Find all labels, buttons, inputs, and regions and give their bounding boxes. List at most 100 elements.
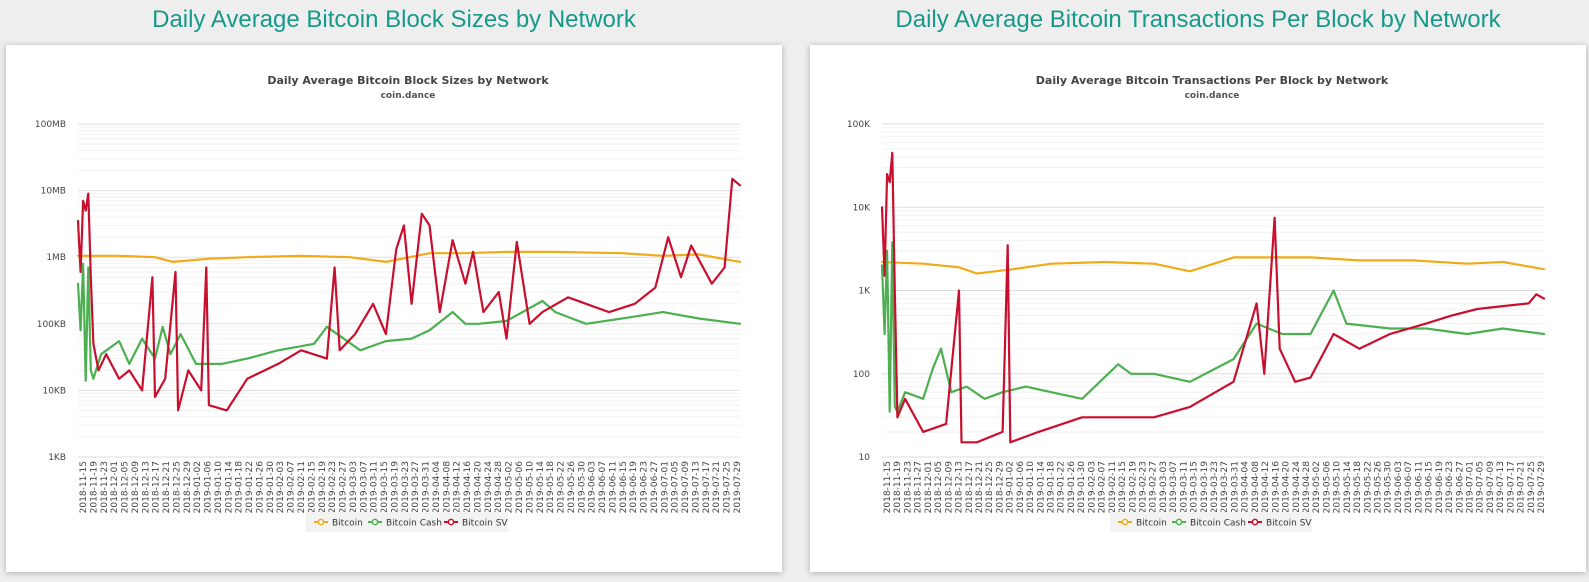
x-tick-label: 2019-03-27 <box>1220 461 1230 513</box>
x-tick-label: 2018-11-23 <box>100 461 110 513</box>
x-tick-label: 2019-06-07 <box>1404 461 1414 513</box>
x-tick-label: 2019-05-14 <box>1343 461 1353 514</box>
x-tick-label: 2019-01-10 <box>1026 461 1036 514</box>
x-tick-label: 2019-04-12 <box>453 461 463 513</box>
block-size-heading: Daily Average Bitcoin Block Sizes by Net… <box>152 6 636 33</box>
x-tick-label: 2019-04-08 <box>1251 461 1261 514</box>
x-tick-label: 2018-12-21 <box>975 461 985 513</box>
x-tick-label: 2019-07-17 <box>702 461 712 513</box>
x-tick-label: 2019-02-23 <box>1138 461 1148 513</box>
x-tick-label: 2019-01-02 <box>193 461 203 513</box>
x-tick-label: 2019-01-06 <box>204 461 214 514</box>
chart-subtitle: coin.dance <box>1185 91 1240 101</box>
tx-per-block-chart: Daily Average Bitcoin Transactions Per B… <box>847 74 1547 532</box>
legend-swatch-marker <box>447 518 455 526</box>
series-line-bitcoin-sv <box>76 177 742 412</box>
x-tick-label: 2019-07-29 <box>1537 461 1547 514</box>
x-tick-label: 2019-01-06 <box>1016 461 1026 514</box>
x-tick-label: 2019-02-11 <box>1108 461 1118 513</box>
x-tick-label: 2018-11-27 <box>914 461 924 513</box>
x-tick-label: 2019-05-26 <box>567 461 577 514</box>
x-tick-label: 2019-03-19 <box>390 461 400 514</box>
legend-label: Bitcoin SV <box>1266 519 1312 529</box>
x-tick-label: 2019-03-31 <box>422 461 432 513</box>
x-tick-label: 2019-02-11 <box>297 461 307 513</box>
x-tick-label: 2019-02-23 <box>328 461 338 513</box>
x-tick-label: 2018-12-29 <box>183 461 193 514</box>
block-size-panel: Daily Average Bitcoin Block Sizes by Net… <box>4 0 784 582</box>
x-tick-label: 2019-04-16 <box>1271 461 1281 514</box>
x-tick-label: 2019-04-08 <box>442 461 452 514</box>
y-tick-label: 1K <box>858 287 871 297</box>
x-tick-label: 2019-01-22 <box>1057 461 1067 513</box>
x-tick-label: 2018-12-25 <box>172 461 182 513</box>
x-tick-label: 2019-05-30 <box>1384 461 1394 514</box>
x-tick-label: 2018-12-01 <box>110 461 120 513</box>
x-tick-label: 2019-01-26 <box>255 461 265 514</box>
x-tick-label: 2018-12-21 <box>162 461 172 513</box>
x-tick-label: 2018-12-25 <box>985 461 995 513</box>
x-tick-label: 2019-03-07 <box>1169 461 1179 513</box>
series-line-bitcoin <box>880 256 1546 275</box>
x-tick-label: 2019-06-15 <box>1425 461 1435 513</box>
x-tick-label: 2019-05-18 <box>546 461 556 514</box>
x-tick-label: 2018-12-17 <box>152 461 162 513</box>
legend-background <box>306 512 508 532</box>
x-tick-label: 2019-04-12 <box>1261 461 1271 513</box>
series-line-bitcoin-sv <box>880 151 1546 444</box>
x-tick-label: 2019-06-15 <box>619 461 629 513</box>
x-tick-label: 2019-01-02 <box>1006 461 1016 513</box>
x-tick-label: 2018-12-05 <box>121 461 131 513</box>
tx-per-block-panel: Daily Average Bitcoin Transactions Per B… <box>808 0 1588 582</box>
x-tick-label: 2018-11-19 <box>89 461 99 514</box>
x-tick-label: 2019-06-11 <box>1414 461 1424 513</box>
x-tick-label: 2019-06-03 <box>588 461 598 513</box>
x-tick-label: 2019-05-06 <box>1322 461 1332 514</box>
x-tick-label: 2019-02-07 <box>1098 461 1108 513</box>
x-tick-label: 2019-04-16 <box>463 461 473 514</box>
legend-label: Bitcoin <box>332 519 363 529</box>
legend-swatch-marker <box>1175 518 1183 526</box>
x-tick-label: 2018-12-09 <box>944 461 954 514</box>
x-tick-label: 2019-01-18 <box>1047 461 1057 514</box>
x-tick-label: 2019-07-13 <box>1496 461 1506 513</box>
x-tick-label: 2019-07-21 <box>712 461 722 513</box>
x-tick-label: 2019-05-22 <box>1363 461 1373 513</box>
tx-per-block-card: Daily Average Bitcoin Transactions Per B… <box>810 45 1586 572</box>
y-tick-label: 10KB <box>42 386 66 396</box>
x-tick-label: 2019-05-10 <box>1333 461 1343 514</box>
y-tick-label: 100MB <box>35 120 66 130</box>
x-tick-label: 2019-07-13 <box>691 461 701 513</box>
x-tick-label: 2019-06-07 <box>598 461 608 513</box>
x-tick-label: 2018-12-09 <box>131 461 141 514</box>
x-tick-label: 2019-02-27 <box>1149 461 1159 513</box>
legend-swatch-marker <box>1251 518 1259 526</box>
x-tick-label: 2019-02-27 <box>339 461 349 513</box>
x-tick-label: 2019-01-30 <box>266 461 276 514</box>
x-tick-label: 2019-02-07 <box>287 461 297 513</box>
x-tick-label: 2019-06-27 <box>650 461 660 513</box>
legend-background <box>1110 512 1312 532</box>
x-tick-label: 2019-01-14 <box>1036 461 1046 514</box>
x-tick-label: 2019-06-19 <box>1435 461 1445 514</box>
legend-swatch-marker <box>317 518 325 526</box>
x-tick-label: 2018-12-05 <box>934 461 944 513</box>
y-tick-label: 1KB <box>48 453 66 463</box>
x-tick-label: 2019-02-15 <box>307 461 317 513</box>
x-tick-label: 2019-04-28 <box>494 461 504 514</box>
series-line-bitcoin <box>76 250 742 263</box>
x-tick-label: 2019-02-15 <box>1118 461 1128 513</box>
x-tick-label: 2019-04-20 <box>1282 461 1292 514</box>
x-tick-label: 2019-04-04 <box>1241 461 1251 514</box>
x-tick-label: 2019-07-05 <box>1476 461 1486 513</box>
x-tick-label: 2019-04-20 <box>473 461 483 514</box>
x-tick-label: 2019-03-03 <box>1159 461 1169 513</box>
legend: Bitcoin Bitcoin Cash Bitcoin SV <box>306 512 508 532</box>
x-tick-label: 2019-04-28 <box>1302 461 1312 514</box>
x-tick-label: 2019-01-26 <box>1067 461 1077 514</box>
x-tick-label: 2018-11-19 <box>893 461 903 514</box>
y-tick-label: 1MB <box>46 253 66 263</box>
x-tick-label: 2018-12-17 <box>965 461 975 513</box>
y-tick-label: 100 <box>853 370 870 380</box>
x-tick-label: 2019-04-24 <box>484 461 494 514</box>
